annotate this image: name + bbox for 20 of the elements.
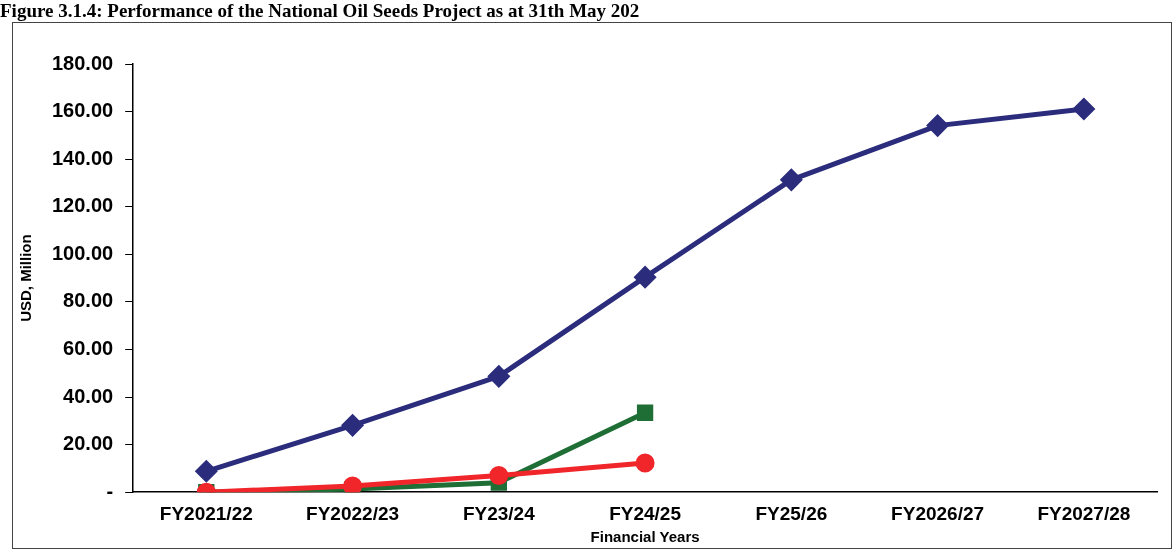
y-tick-label: - [106, 479, 114, 502]
x-axis-title: Financial Years [590, 528, 700, 546]
y-tick-label: 80.00 [63, 289, 114, 312]
x-tick-label: FY24/25 [609, 502, 682, 524]
x-tick-label: FY25/26 [755, 502, 828, 524]
y-tick-label: 160.00 [52, 99, 114, 122]
x-tick-label: FY2027/28 [1037, 502, 1131, 524]
y-tick-label: 100.00 [52, 241, 114, 264]
y-tick-label: 40.00 [63, 384, 114, 407]
x-tick-label: FY2021/22 [159, 502, 253, 524]
chart-title: Figure 3.1.4: Performance of the National Oil Seeds Project as at 31th May 202 [0, 0, 640, 22]
y-tick-label: 120.00 [52, 194, 114, 217]
y-tick-label: 180.00 [52, 51, 114, 74]
y-tick-label: 140.00 [52, 146, 114, 169]
y-tick-label: 60.00 [63, 336, 114, 359]
x-tick-label: FY23/24 [462, 502, 536, 524]
y-tick-label: 20.00 [63, 432, 114, 455]
x-tick-label: FY2022/23 [306, 502, 400, 524]
x-tick-label: FY2026/27 [891, 502, 985, 524]
y-axis-title: USD, Million [17, 234, 35, 322]
